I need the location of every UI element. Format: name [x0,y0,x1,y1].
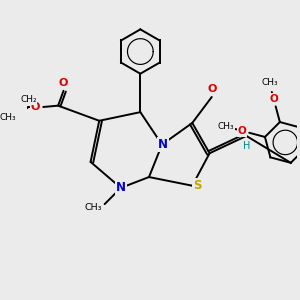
Text: O: O [269,94,278,104]
Text: O: O [207,84,216,94]
Text: CH₃: CH₃ [0,113,16,122]
Text: S: S [193,179,201,192]
Text: N: N [116,182,126,194]
Text: CH₂: CH₂ [20,95,37,104]
Text: CH₃: CH₃ [85,203,102,212]
Text: O: O [59,78,68,88]
Text: N: N [158,138,168,151]
Text: H: H [243,141,250,151]
Text: CH₃: CH₃ [261,78,278,87]
Text: O: O [31,102,40,112]
Text: CH₃: CH₃ [218,122,234,131]
Text: O: O [238,126,246,136]
